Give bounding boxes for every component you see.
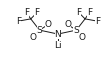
Text: Li: Li (54, 41, 61, 50)
Text: O: O (30, 34, 37, 42)
Text: F: F (76, 8, 81, 17)
Text: N: N (54, 30, 61, 39)
Text: F: F (24, 8, 29, 17)
Text: F: F (94, 17, 99, 26)
Text: F: F (86, 8, 91, 17)
Text: O: O (64, 20, 70, 29)
Text: S: S (73, 26, 79, 35)
Text: O: O (78, 34, 85, 42)
Text: O: O (44, 20, 51, 29)
Text: F: F (16, 17, 21, 26)
Text: S: S (36, 26, 42, 35)
Text: F: F (34, 8, 39, 17)
